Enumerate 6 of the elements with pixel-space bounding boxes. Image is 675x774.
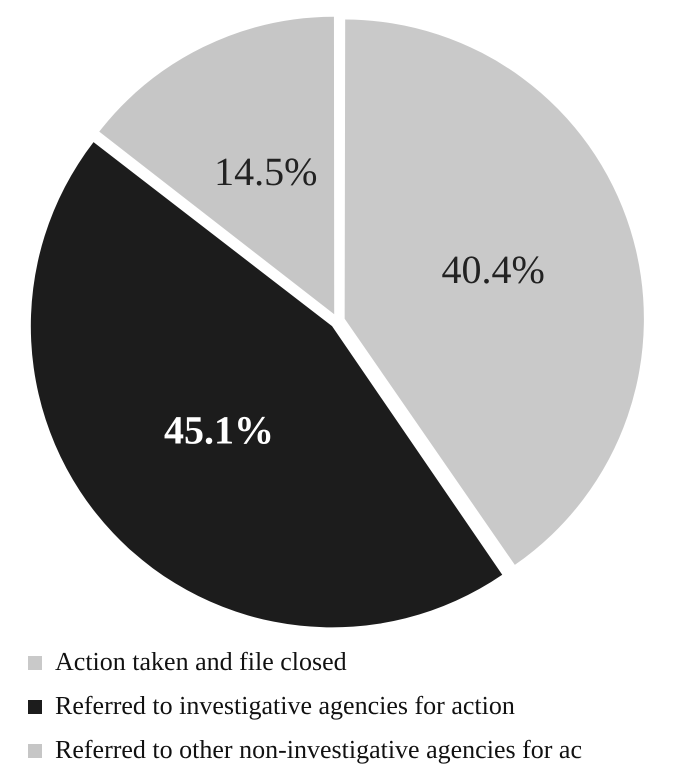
legend-label: Referred to investigative agencies for action [55,690,515,720]
legend-label: Action taken and file closed [55,646,347,676]
data-label: 40.4% [441,247,545,292]
data-label: 14.5% [214,149,318,194]
data-label: 45.1% [164,407,274,452]
legend-label: Referred to other non-investigative agencies for ac [55,734,582,764]
